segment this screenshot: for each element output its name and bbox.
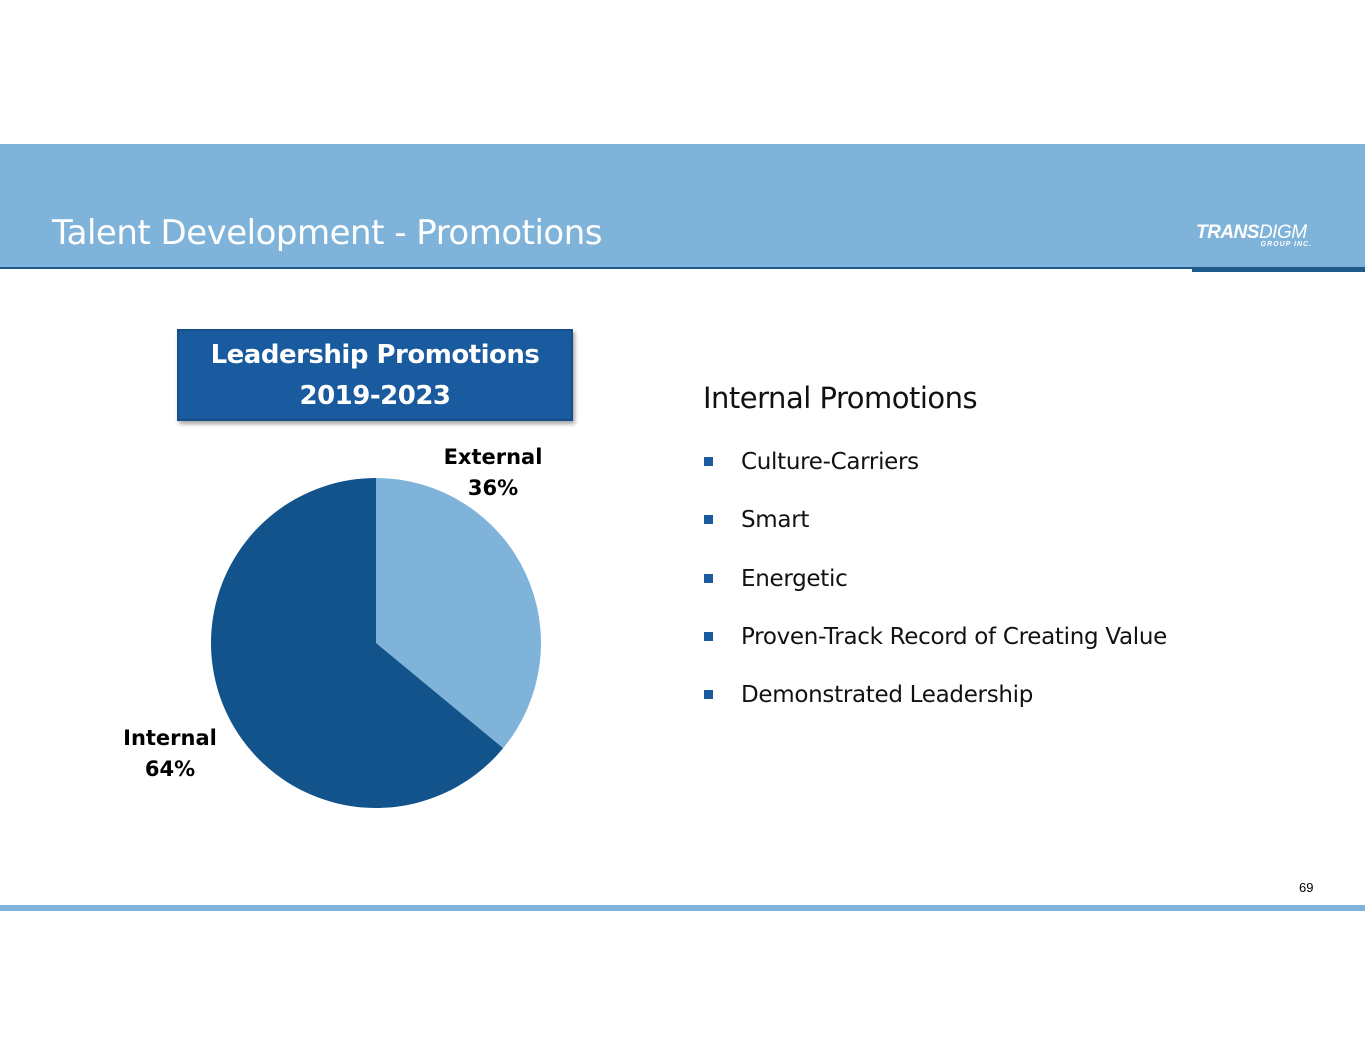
chart-title-line1: Leadership Promotions <box>210 340 540 370</box>
page-number: 69 <box>1299 880 1314 895</box>
header-band <box>0 144 1365 268</box>
square-bullet-icon <box>704 457 713 466</box>
square-bullet-icon <box>704 515 713 525</box>
logo-wordmark-bold: TRANS <box>1196 222 1259 243</box>
bullet-text: Proven-Track Record of Creating Value <box>741 623 1167 650</box>
bullet-text: Demonstrated Leadership <box>741 682 1034 709</box>
logo-underline <box>1192 267 1365 272</box>
bullet-text: Energetic <box>741 565 848 592</box>
chart-title-box: Leadership Promotions 2019-2023 <box>177 329 573 421</box>
pie-label-internal: Internal <box>123 726 217 750</box>
square-bullet-icon <box>704 631 713 641</box>
pie-slice-external <box>376 478 541 749</box>
pie-label-external: External <box>444 445 543 469</box>
square-bullet-icon <box>704 573 713 583</box>
footer-divider <box>0 905 1365 911</box>
pie-value-label-external: 36% <box>468 476 518 500</box>
list-item: Culture-Carriers <box>704 446 1167 504</box>
logo-subtext: GROUP INC. <box>1260 241 1312 248</box>
list-item: Smart <box>704 504 1167 562</box>
logo-wordmark: TRANSDIGM <box>1196 222 1307 244</box>
pie-value-label-internal: 64% <box>145 757 195 781</box>
list-item: Demonstrated Leadership <box>704 679 1167 737</box>
bullet-text: Culture-Carriers <box>741 449 919 475</box>
list-item: Proven-Track Record of Creating Value <box>704 621 1167 679</box>
section-heading: Internal Promotions <box>703 381 978 415</box>
chart-title-line2: 2019-2023 <box>299 381 451 411</box>
bullet-list: Culture-Carriers Smart Energetic Proven-… <box>704 446 1167 737</box>
square-bullet-icon <box>704 690 713 700</box>
bullet-text: Smart <box>741 507 810 534</box>
logo-wordmark-regular: DIGM <box>1258 222 1307 243</box>
list-item: Energetic <box>704 563 1167 621</box>
header-divider <box>0 267 1365 269</box>
company-logo: TRANSDIGM GROUP INC. <box>1196 222 1320 252</box>
slide-title: Talent Development - Promotions <box>52 213 603 253</box>
pie-slice-internal <box>210 477 504 808</box>
